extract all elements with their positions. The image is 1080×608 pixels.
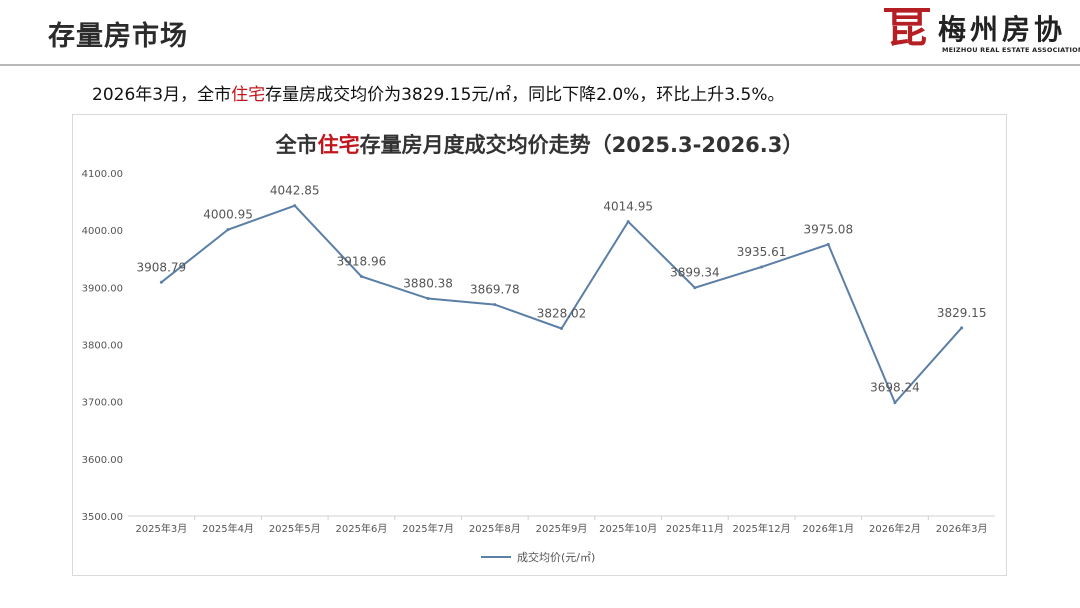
logo-subtitle: MEIZHOU REAL ESTATE ASSOCIATION (942, 46, 1080, 54)
data-label: 4042.85 (270, 184, 320, 198)
x-tick-label: 2025年3月 (135, 522, 187, 535)
data-point (293, 204, 297, 208)
logo-mark-icon: 昆 (880, 6, 934, 52)
chart-legend: 成交均价(元/㎡) (481, 550, 595, 564)
data-point (760, 265, 764, 269)
summary-text: 2026年3月，全市住宅存量房成交均价为3829.15元/㎡，同比下降2.0%，… (92, 80, 785, 105)
data-label: 3918.96 (337, 254, 387, 268)
data-label: 3880.38 (403, 277, 453, 291)
data-point (693, 286, 697, 290)
chart-title-highlight: 住宅 (317, 133, 360, 157)
y-tick-label: 3700.00 (82, 398, 123, 409)
chart-series (159, 204, 964, 405)
summary-part2: 存量房成交均价为3829.15元/㎡，同比下降2.0%，环比上升3.5%。 (265, 85, 785, 105)
chart-title-part2: 存量房月度成交均价走势（2025.3-2026.3） (359, 133, 804, 157)
chart-title-part1: 全市 (275, 133, 318, 157)
data-label: 3829.15 (937, 306, 987, 320)
header-divider (0, 64, 1080, 66)
chart-axes: 3500.00 3600.00 3700.00 3800.00 3900.00 4000.… (82, 169, 995, 535)
chart-title: 全市住宅存量房月度成交均价走势（2025.3-2026.3） (73, 129, 1006, 159)
logo-name: 梅州房协 (938, 13, 1067, 46)
summary-part1: 2026年3月，全市 (92, 85, 232, 105)
data-label: 3935.61 (737, 245, 787, 259)
data-point (893, 401, 897, 405)
summary-highlight: 住宅 (231, 85, 266, 105)
legend-label: 成交均价(元/㎡) (517, 550, 595, 564)
data-label: 4000.95 (203, 208, 253, 222)
data-label: 3899.34 (670, 266, 720, 280)
x-tick-label: 2025年5月 (269, 522, 321, 535)
data-point (226, 228, 230, 232)
x-tick-label: 2025年8月 (469, 522, 521, 535)
data-point (560, 326, 563, 330)
data-point (426, 297, 430, 301)
data-point (359, 274, 363, 278)
data-label: 4014.95 (603, 200, 653, 214)
data-point (493, 303, 497, 307)
association-logo: 昆 梅州房协 MEIZHOU REAL ESTATE ASSOCIATION (878, 6, 1080, 56)
x-tick-label: 2025年9月 (536, 522, 588, 535)
x-tick-label: 2025年6月 (336, 522, 388, 535)
data-point (626, 220, 630, 224)
y-tick-label: 3600.00 (82, 455, 123, 466)
y-tick-label: 4100.00 (82, 169, 123, 180)
chart-data-labels: 3908.79 4000.95 4042.85 3918.96 3880.38 3869.… (137, 184, 987, 395)
x-tick-label: 2025年12月 (732, 522, 790, 535)
x-tick-label: 2025年10月 (599, 522, 657, 535)
data-label: 3828.02 (537, 306, 587, 320)
data-label: 3975.08 (803, 222, 853, 236)
x-tick-label: 2026年1月 (802, 522, 854, 535)
y-tick-label: 3500.00 (82, 512, 123, 523)
x-tick-label: 2026年3月 (936, 522, 988, 535)
x-tick-label: 2025年11月 (666, 522, 724, 535)
x-tick-label: 2026年2月 (869, 522, 921, 535)
y-tick-label: 4000.00 (82, 226, 123, 237)
data-label: 3698.24 (870, 381, 920, 395)
data-point (826, 242, 830, 246)
data-label: 3869.78 (470, 283, 520, 297)
data-label: 3908.79 (137, 260, 187, 274)
data-point (159, 280, 163, 284)
chart-panel: 全市住宅存量房月度成交均价走势（2025.3-2026.3） 3500.00 36… (72, 114, 1007, 576)
y-tick-label: 3800.00 (82, 341, 123, 352)
line-chart: 3500.00 3600.00 3700.00 3800.00 3900.00 4000.… (82, 169, 995, 564)
x-tick-label: 2025年4月 (202, 522, 254, 535)
y-tick-label: 3900.00 (82, 283, 123, 294)
page-title: 存量房市场 (48, 21, 188, 52)
data-point (960, 326, 964, 330)
x-tick-label: 2025年7月 (402, 522, 454, 535)
